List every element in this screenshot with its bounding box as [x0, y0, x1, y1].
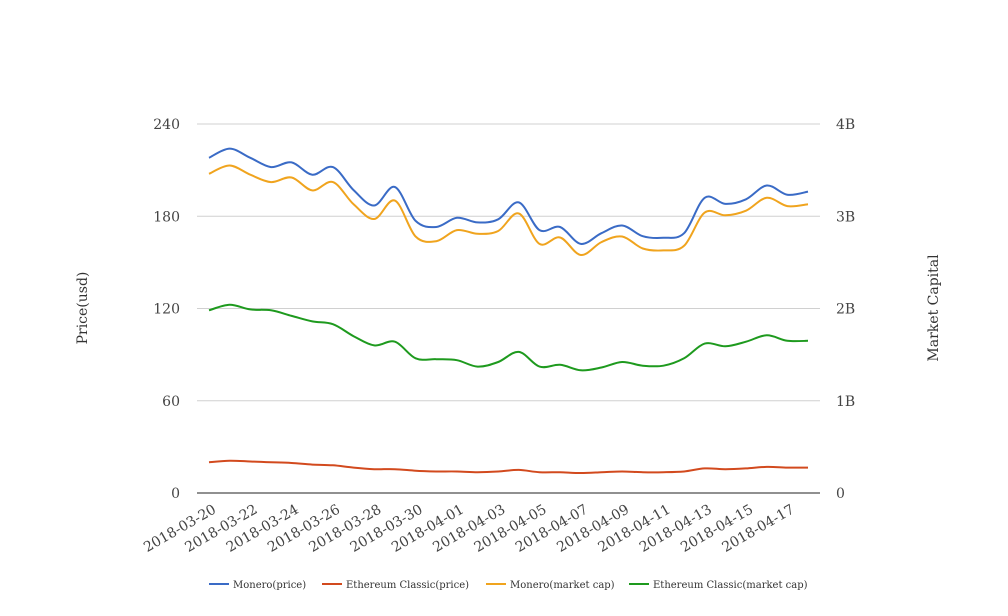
legend-label: Ethereum Classic(price): [346, 580, 469, 591]
series-line-2: [208, 164, 809, 256]
axes: 06012018024001B2B3B4B2018-03-202018-03-2…: [141, 117, 855, 556]
y-left-tick-label: 60: [162, 394, 180, 410]
y-right-axis-title: Market Capital: [926, 254, 942, 362]
legend-label: Ethereum Classic(market cap): [653, 580, 808, 591]
legend: Monero(price) Ethereum Classic(price) Mone…: [209, 580, 808, 591]
legend-label: Monero(market cap): [510, 580, 615, 591]
series-lines: [208, 147, 809, 475]
series-line-0: [208, 147, 809, 245]
y-right-tick-label: 1B: [836, 394, 855, 410]
y-right-tick-label: 3B: [836, 209, 855, 225]
y-right-tick-label: 4B: [836, 117, 855, 133]
y-left-tick-label: 0: [171, 486, 180, 502]
y-left-tick-label: 180: [153, 209, 180, 225]
legend-label: Monero(price): [233, 580, 306, 591]
y-left-tick-label: 240: [153, 117, 180, 133]
y-right-tick-label: 2B: [836, 302, 855, 318]
series-line-1: [208, 459, 809, 475]
series-line-3: [208, 303, 809, 372]
y-left-tick-label: 120: [153, 302, 180, 318]
y-right-tick-label: 0: [836, 486, 845, 502]
gridlines: [197, 123, 820, 494]
y-left-axis-title: Price(usd): [75, 272, 91, 345]
